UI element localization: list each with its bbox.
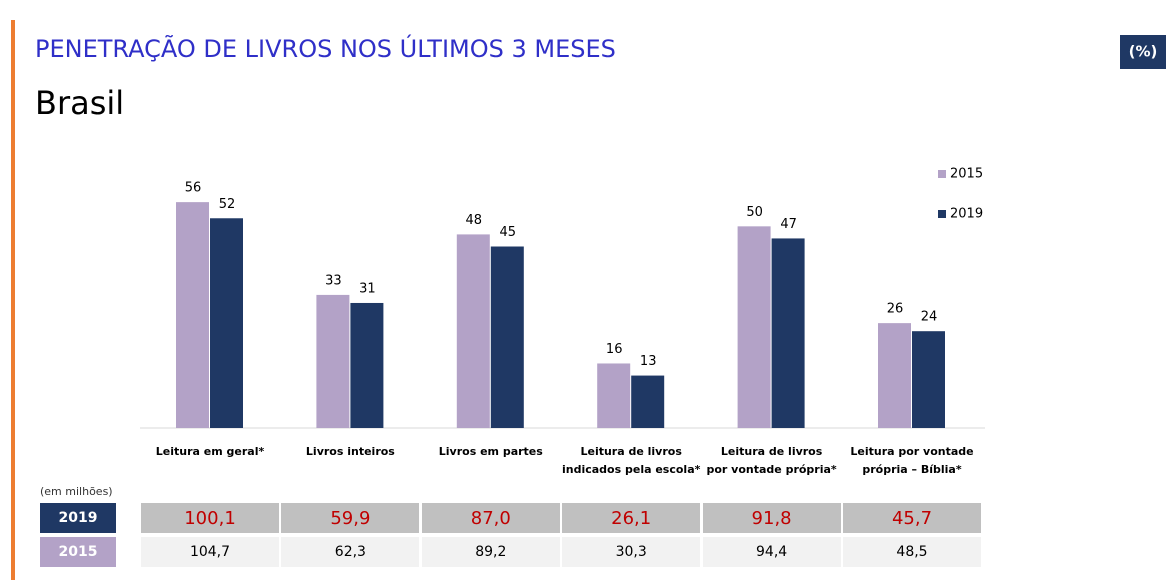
legend-label: 2019 <box>950 207 983 222</box>
chart-subtitle: Brasil <box>35 84 124 122</box>
bar <box>597 363 631 428</box>
value-label: 16 <box>606 342 623 357</box>
bar <box>878 323 911 428</box>
chart-title: PENETRAÇÃO DE LIVROS NOS ÚLTIMOS 3 MESES <box>35 33 616 63</box>
value-label: 26 <box>887 302 904 317</box>
row-label: 2019 <box>40 503 116 533</box>
accent-bar <box>11 20 15 580</box>
value-label: 50 <box>746 205 763 220</box>
value-label: 31 <box>359 281 376 296</box>
table-cell: 26,1 <box>562 503 701 533</box>
bar <box>316 294 350 428</box>
table-cell: 87,0 <box>421 503 560 533</box>
bar <box>456 234 490 428</box>
bar <box>490 246 524 428</box>
value-label: 13 <box>640 354 657 369</box>
x-tick-label: Leitura em geral* <box>155 445 265 458</box>
table-cell: 91,8 <box>702 503 841 533</box>
table-cell: 45,7 <box>843 503 981 533</box>
table-cell: 89,2 <box>421 537 560 567</box>
unit-label: (%) <box>1129 43 1158 61</box>
value-label: 52 <box>219 197 236 212</box>
legend-label: 2015 <box>950 167 983 182</box>
value-label: 45 <box>500 225 517 240</box>
table-cell: 94,4 <box>702 537 841 567</box>
table-cell: 59,9 <box>281 503 420 533</box>
x-tick-label: Leitura de livros por vontade própria* <box>706 445 837 476</box>
legend-swatch <box>938 170 946 178</box>
table-cell: 30,3 <box>562 537 701 567</box>
table-cell: 48,5 <box>843 537 981 567</box>
bar <box>912 331 945 428</box>
table-note: (em milhões) <box>40 484 113 498</box>
table-cell: 62,3 <box>281 537 420 567</box>
legend-swatch <box>938 210 946 218</box>
bar <box>631 375 665 428</box>
unit-box <box>1120 35 1166 69</box>
bar <box>210 218 243 428</box>
x-tick-label: Leitura por vontade própria – Bíblia* <box>850 445 974 476</box>
value-label: 47 <box>780 217 797 232</box>
bar <box>737 226 771 428</box>
bar <box>176 202 209 428</box>
value-label: 48 <box>466 213 483 228</box>
table-cell: 104,7 <box>141 537 279 567</box>
value-label: 56 <box>185 181 202 196</box>
x-tick-label: Livros inteiros <box>305 445 395 458</box>
row-label: 2015 <box>40 537 116 567</box>
x-tick-label: Leitura de livros indicados pela escola* <box>561 445 701 476</box>
bar <box>350 302 384 428</box>
table-cell: 100,1 <box>141 503 279 533</box>
value-label: 24 <box>921 310 938 325</box>
value-label: 33 <box>325 273 342 288</box>
x-tick-label: Livros em partes <box>438 445 543 458</box>
bar <box>771 238 805 428</box>
